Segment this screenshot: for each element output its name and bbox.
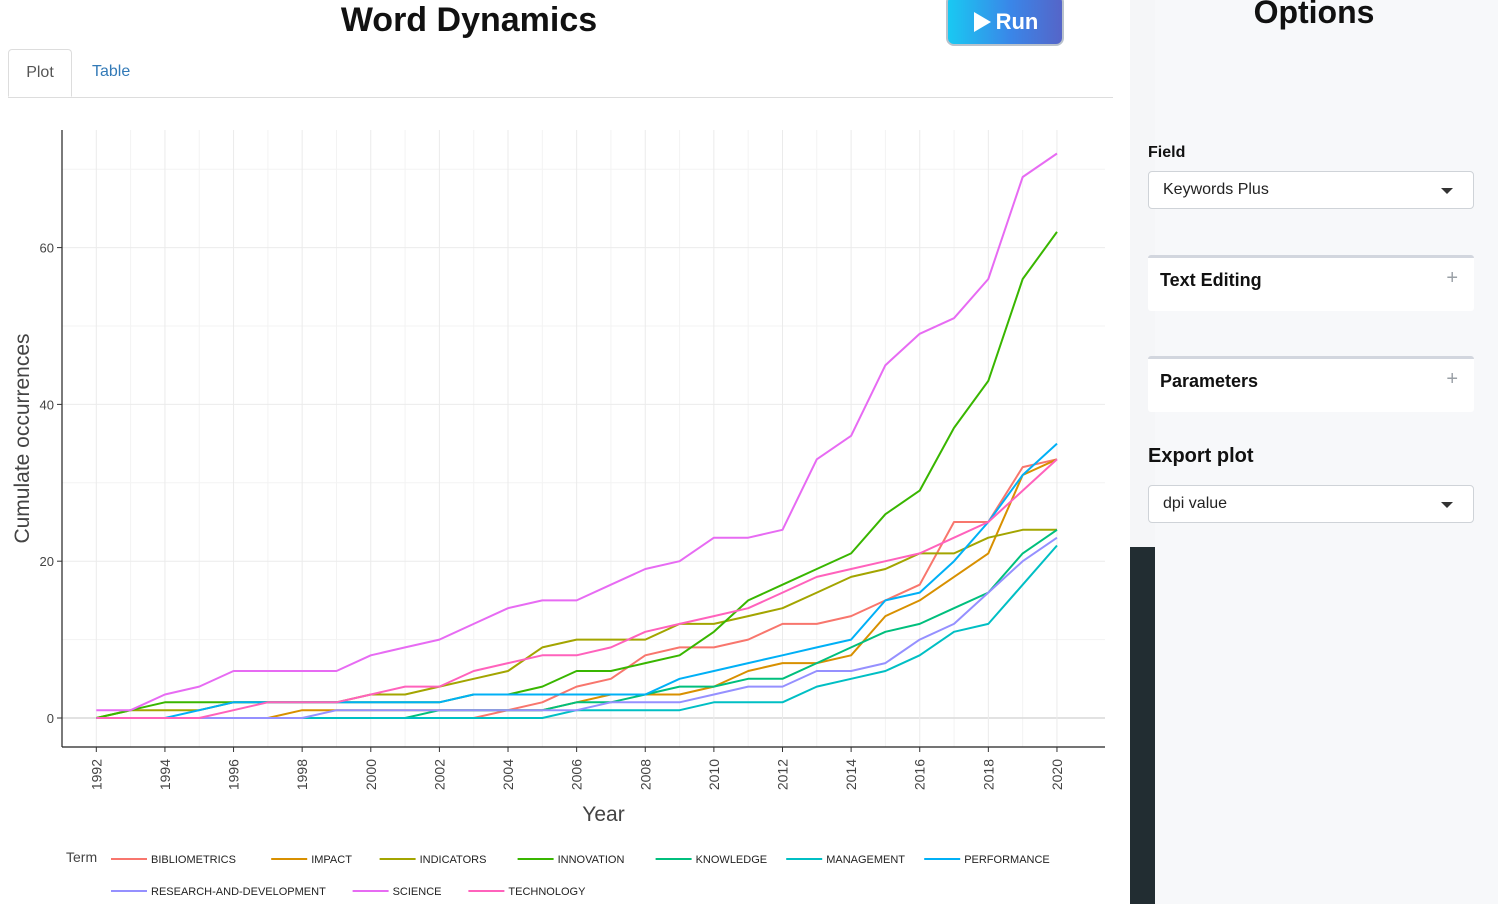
legend-label: RESEARCH-AND-DEVELOPMENT bbox=[151, 886, 326, 898]
series-line-technology bbox=[96, 458, 1058, 719]
x-tick-label: 2012 bbox=[774, 759, 790, 790]
x-axis-title: Year bbox=[582, 803, 624, 826]
y-tick-label: 60 bbox=[40, 241, 54, 256]
scrollbar-track[interactable] bbox=[1130, 547, 1155, 904]
x-tick-label: 2016 bbox=[912, 759, 928, 790]
dpi-select-value: dpi value bbox=[1163, 495, 1228, 512]
legend-label: KNOWLEDGE bbox=[696, 854, 768, 866]
field-label: Field bbox=[1148, 144, 1186, 161]
y-tick-label: 0 bbox=[47, 711, 54, 726]
parameters-box[interactable]: Parameters + bbox=[1148, 356, 1474, 412]
y-axis-title: Cumulate occurrences bbox=[11, 333, 34, 543]
plus-icon[interactable]: + bbox=[1446, 368, 1458, 390]
main-panel: Word Dynamics Run Plot Table 0 20 40 60 1992… bbox=[8, 0, 1113, 898]
page-title: Word Dynamics bbox=[340, 1, 598, 39]
x-tick-label: 2020 bbox=[1049, 759, 1065, 790]
tab-plot[interactable]: Plot bbox=[8, 49, 72, 97]
legend-label: IMPACT bbox=[311, 854, 352, 866]
sidebar-lower-area bbox=[1155, 547, 1498, 904]
plus-icon[interactable]: + bbox=[1446, 267, 1458, 289]
run-button-label: Run bbox=[995, 9, 1039, 34]
x-tick-label: 2018 bbox=[980, 759, 996, 790]
legend-label: PERFORMANCE bbox=[964, 854, 1050, 866]
x-tick-label: 1996 bbox=[226, 759, 242, 790]
parameters-title: Parameters bbox=[1160, 371, 1259, 391]
export-plot-label: Export plot bbox=[1148, 445, 1254, 467]
text-editing-box[interactable]: Text Editing + bbox=[1148, 255, 1474, 311]
series-line-performance bbox=[96, 442, 1058, 719]
caret-down-icon bbox=[1441, 188, 1453, 194]
series-line-research-and-development bbox=[96, 536, 1058, 719]
x-tick-label: 2006 bbox=[569, 759, 585, 790]
text-editing-title: Text Editing bbox=[1160, 270, 1262, 290]
run-button[interactable]: Run bbox=[946, 0, 1064, 46]
tab-table[interactable]: Table bbox=[92, 63, 131, 80]
x-tick-label: 1994 bbox=[157, 759, 173, 790]
x-tick-label: 2010 bbox=[706, 759, 722, 790]
x-tick-label: 2008 bbox=[637, 759, 653, 790]
legend-label: TECHNOLOGY bbox=[508, 886, 586, 898]
y-tick-label: 20 bbox=[40, 554, 54, 569]
field-select[interactable]: Keywords Plus bbox=[1148, 171, 1474, 209]
x-tick-label: 2014 bbox=[843, 759, 859, 790]
x-tick-label: 2000 bbox=[363, 759, 379, 790]
legend-label: INDICATORS bbox=[420, 854, 487, 866]
field-select-value: Keywords Plus bbox=[1163, 181, 1269, 198]
x-tick-label: 2002 bbox=[431, 759, 447, 790]
legend-label: INNOVATION bbox=[558, 854, 625, 866]
x-tick-label: 2004 bbox=[500, 759, 516, 790]
legend-label: SCIENCE bbox=[393, 886, 442, 898]
x-tick-label: 1992 bbox=[88, 759, 104, 790]
dpi-select[interactable]: dpi value bbox=[1148, 485, 1474, 523]
legend-title: Term bbox=[66, 849, 97, 865]
y-tick-label: 40 bbox=[40, 397, 54, 412]
legend-label: BIBLIOMETRICS bbox=[151, 854, 236, 866]
word-dynamics-chart: 0 20 40 60 1992 1994 1996 1998 2000 2002 2004 2006 2… bbox=[11, 130, 1105, 898]
caret-down-icon bbox=[1441, 502, 1453, 508]
x-tick-label: 1998 bbox=[294, 759, 310, 790]
options-title: Options bbox=[1253, 0, 1375, 30]
series-line-science bbox=[96, 152, 1058, 712]
legend-label: MANAGEMENT bbox=[826, 854, 905, 866]
play-icon bbox=[973, 12, 991, 32]
tab-bar: Plot Table bbox=[8, 49, 1113, 98]
